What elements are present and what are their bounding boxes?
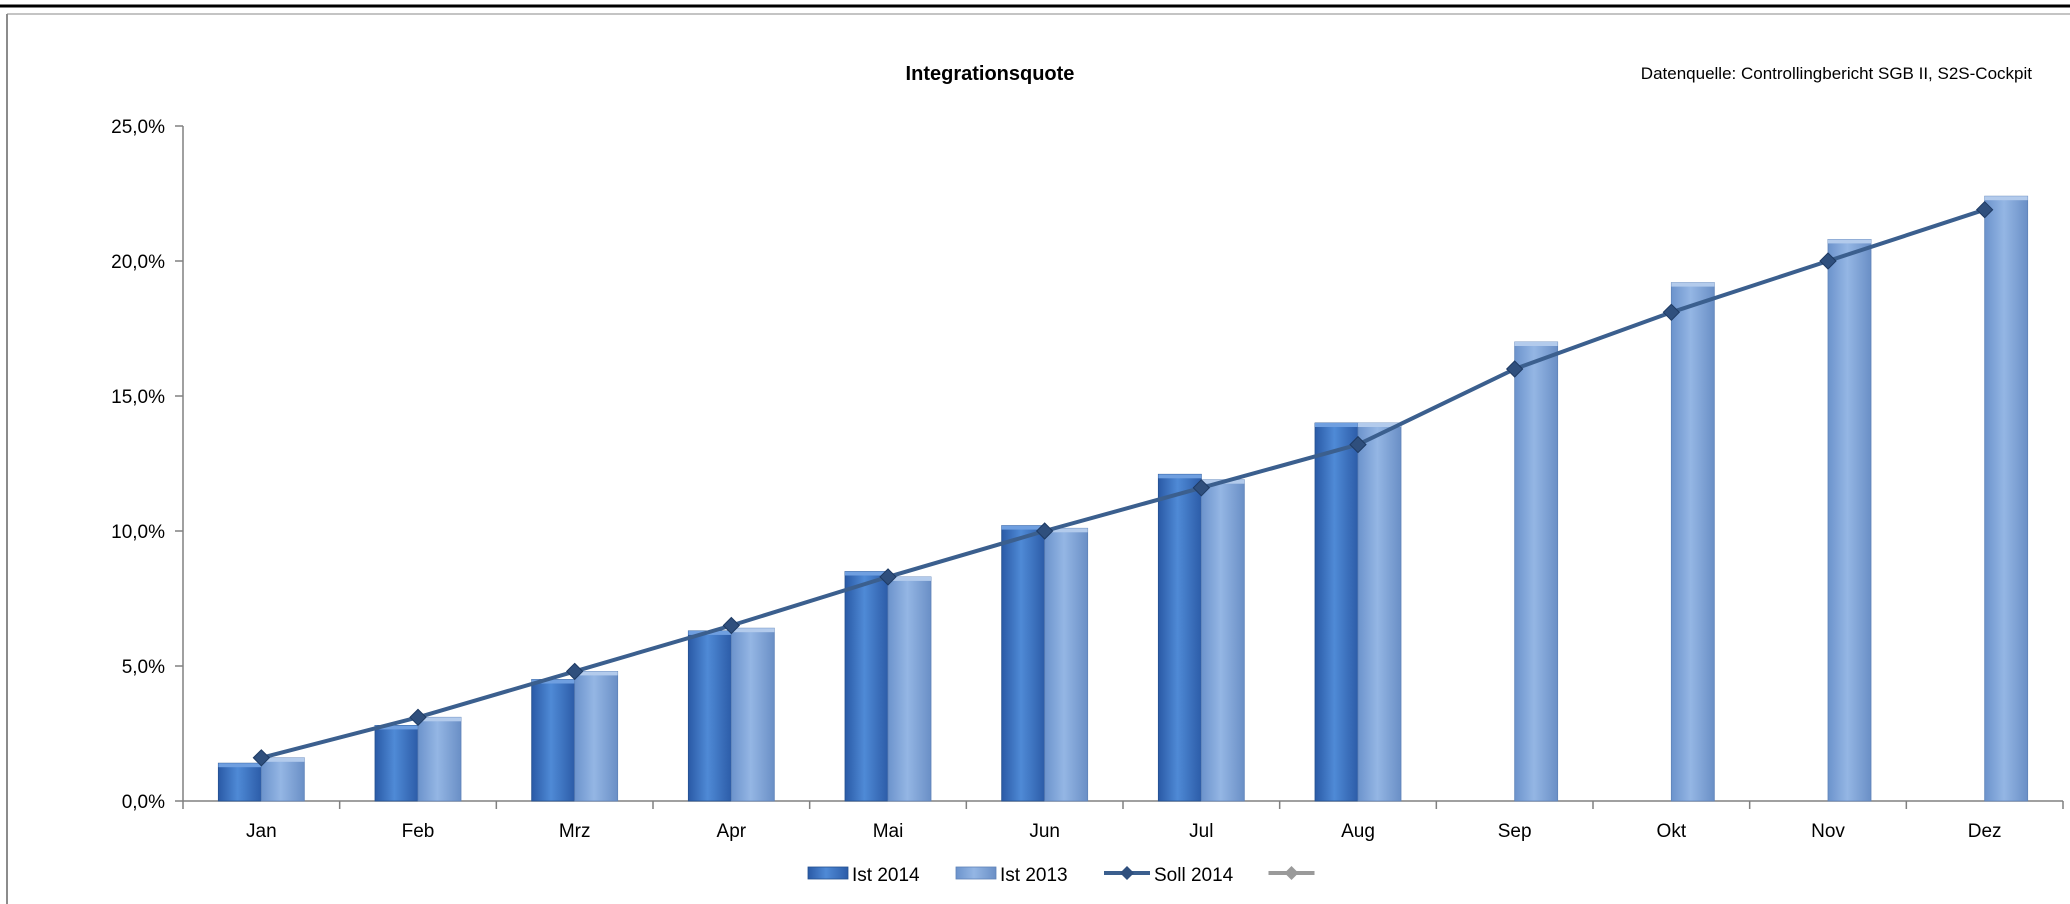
bar-top-highlight [218, 763, 262, 768]
x-tick-label: Nov [1811, 821, 1845, 842]
bar-top-highlight [888, 576, 931, 581]
x-tick-label: Sep [1498, 821, 1532, 842]
bar-ist-2013 [417, 716, 462, 802]
bar-ist-2014 [1157, 473, 1202, 802]
bar-ist-2014 [217, 762, 262, 802]
bar-ist-2014 [531, 679, 576, 802]
bar-top-highlight [731, 628, 775, 633]
y-tick-label: 15,0% [111, 387, 165, 408]
x-tick-label: Aug [1341, 821, 1375, 842]
x-tick-label: Jul [1189, 821, 1213, 842]
bar-top-highlight [1514, 342, 1558, 346]
soll-2014-point [252, 749, 271, 767]
y-tick-label: 10,0% [111, 522, 165, 543]
soll-2014-point [1662, 303, 1681, 322]
bar-ist-2014 [687, 630, 732, 802]
soll-2014-polyline [260, 207, 1986, 760]
bar-top-highlight [1984, 196, 2028, 201]
x-tick-label: Mrz [559, 821, 591, 842]
legend-label: Ist 2014 [852, 865, 920, 886]
soll-2014-point [1035, 522, 1054, 540]
x-tick-label: Jan [246, 821, 277, 842]
legend-marker [1120, 866, 1134, 880]
data-source-note: Datenquelle: Controllingbericht SGB II, … [1641, 64, 2032, 83]
bar-ist-2013 [574, 671, 619, 802]
soll-2014-point [1192, 479, 1211, 497]
chart-title: Integrationsquote [906, 63, 1075, 85]
bar-top-highlight [1044, 528, 1088, 533]
y-tick-label: 20,0% [111, 252, 165, 273]
y-tick-label: 25,0% [111, 117, 165, 138]
bar-ist-2013 [730, 627, 775, 802]
x-tick-label: Okt [1657, 821, 1687, 842]
y-axis: 0,0% 5,0% 10,0% 15,0% 20,0% 25,0% [111, 117, 184, 813]
bar-ist-2013 [1044, 527, 1089, 802]
bar-ist-2014 [1314, 422, 1359, 802]
x-tick-label: Feb [402, 821, 435, 842]
legend-swatch [807, 866, 849, 880]
soll-2014-point [565, 662, 584, 681]
bar-ist-2013 [1200, 479, 1245, 802]
soll-2014-point [879, 568, 897, 586]
bar-top-highlight [845, 571, 888, 576]
bar-ist-2014 [844, 571, 889, 802]
bars [217, 195, 2029, 802]
legend-label: Soll 2014 [1154, 865, 1234, 886]
legend: Ist 2014 Ist 2013 Soll 2014 [807, 865, 1315, 886]
legend-swatch [955, 866, 997, 880]
bar-top-highlight [418, 717, 461, 722]
soll-2014-point [1975, 200, 1994, 219]
bar-ist-2013 [1514, 341, 1559, 802]
soll-2014-point [722, 616, 741, 635]
legend-label: Ist 2013 [1000, 865, 1068, 886]
bar-ist-2013 [1357, 422, 1402, 802]
soll-2014-line [252, 200, 1994, 767]
bar-top-highlight [1315, 423, 1358, 427]
soll-2014-point [1819, 252, 1837, 270]
bar-ist-2013 [887, 576, 932, 802]
bar-top-highlight [1158, 474, 1202, 479]
bar-ist-2013 [260, 757, 305, 802]
x-tick-label: Dez [1968, 821, 2002, 842]
legend-marker [1284, 866, 1299, 880]
bar-ist-2013 [1670, 282, 1715, 802]
bar-top-highlight [574, 671, 618, 676]
x-tick-label: Apr [717, 821, 747, 842]
x-tick-label: Mai [873, 821, 904, 842]
bar-top-highlight [1828, 239, 1871, 244]
bar-ist-2013 [1984, 195, 2029, 802]
bar-top-highlight [1671, 282, 1715, 287]
bar-ist-2014 [1001, 525, 1046, 802]
soll-2014-point [1505, 360, 1524, 378]
x-tick-label: Jun [1029, 821, 1060, 842]
bar-top-highlight [1358, 423, 1401, 427]
bar-top-highlight [531, 679, 575, 684]
bar-top-highlight [375, 725, 418, 730]
bar-ist-2014 [374, 725, 419, 802]
y-tick-label: 0,0% [122, 792, 165, 813]
bar-top-highlight [1001, 525, 1045, 530]
soll-2014-point [1349, 435, 1367, 454]
bar-top-highlight [261, 757, 305, 762]
x-axis: Jan Feb Mrz Apr Mai Jun Jul Aug Sep Okt Nov Dez [182, 800, 2064, 842]
soll-2014-point [409, 708, 427, 727]
bar-ist-2013 [1827, 238, 1872, 802]
y-tick-label: 5,0% [122, 657, 165, 678]
